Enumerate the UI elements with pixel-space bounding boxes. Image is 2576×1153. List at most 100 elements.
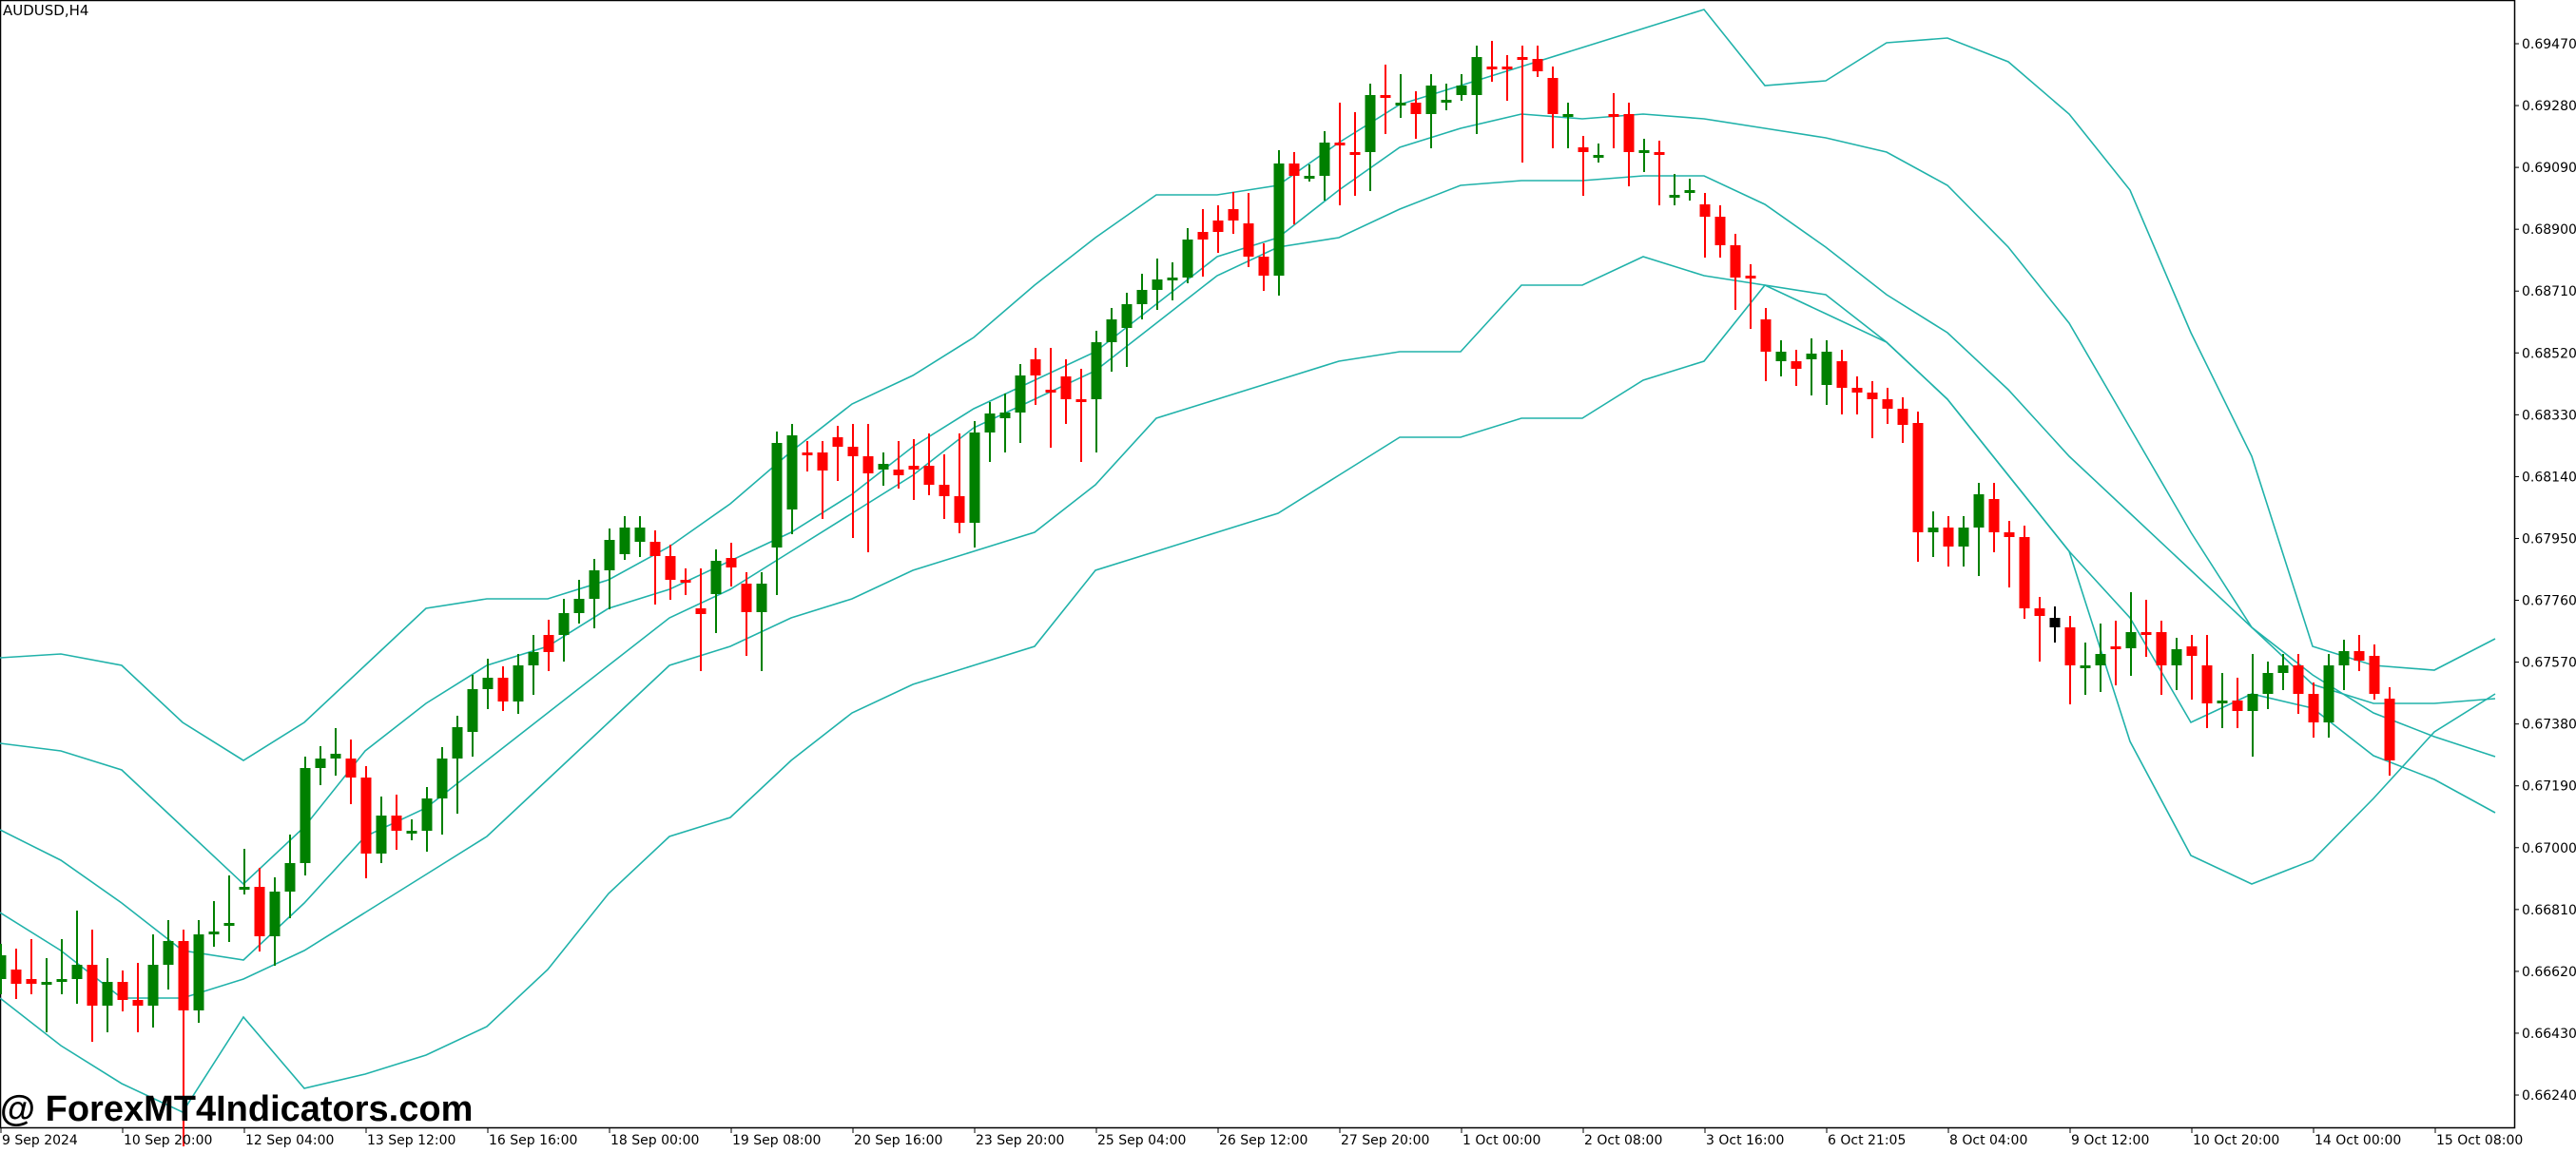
candle-body xyxy=(269,892,281,936)
candle-body xyxy=(1851,388,1863,393)
candle-body xyxy=(741,584,752,612)
candles xyxy=(0,41,2395,1146)
candle-body xyxy=(1882,399,1893,409)
time-tick-label: 6 Oct 21:05 xyxy=(1828,1133,1906,1148)
candle-body xyxy=(680,580,691,583)
candle-body xyxy=(1578,147,1589,152)
candle-body xyxy=(436,759,448,798)
candle-body xyxy=(2217,701,2228,703)
candle-body xyxy=(726,558,737,567)
candle-body xyxy=(482,678,494,689)
candle-body xyxy=(1380,95,1391,98)
time-tick-label: 2 Oct 08:00 xyxy=(1584,1133,1662,1148)
candle-body xyxy=(1775,352,1787,361)
candle-body xyxy=(619,528,630,554)
candle-body xyxy=(2140,632,2152,635)
candle-body xyxy=(1091,342,1102,399)
price-tick-label: 0.67190 xyxy=(2522,779,2576,795)
candle-body xyxy=(1334,143,1346,145)
candle-body xyxy=(1608,114,1619,117)
candle-body xyxy=(1471,57,1482,95)
candle-body xyxy=(710,561,722,594)
time-tick-label: 23 Sep 20:00 xyxy=(976,1133,1064,1148)
candle-body xyxy=(1106,319,1117,342)
candle-body xyxy=(1684,190,1695,193)
time-tick-label: 3 Oct 16:00 xyxy=(1706,1133,1784,1148)
candle-body xyxy=(1730,245,1741,278)
candle-body xyxy=(406,831,417,834)
candle-body xyxy=(1562,114,1574,117)
price-tick-label: 0.67760 xyxy=(2522,594,2576,609)
candle-body xyxy=(1532,59,1543,71)
candle-body xyxy=(1927,528,1939,532)
candle-body xyxy=(497,678,509,701)
candle-body xyxy=(908,466,920,470)
candle-body xyxy=(10,970,22,984)
symbol-timeframe-label: AUDUSD,H4 xyxy=(3,2,89,19)
candle-body xyxy=(1121,304,1133,328)
price-tick-label: 0.67950 xyxy=(2522,531,2576,547)
candle-body xyxy=(391,816,402,831)
candle-body xyxy=(2125,632,2137,648)
candle-body xyxy=(1714,217,1726,245)
candle-body xyxy=(421,798,433,831)
candle-body xyxy=(1288,163,1300,176)
candle-body xyxy=(1517,57,1528,60)
candle-body xyxy=(1654,152,1665,155)
candle-body xyxy=(1197,232,1209,240)
plot-frame xyxy=(0,0,2516,1129)
price-tick-label: 0.67380 xyxy=(2522,718,2576,733)
time-tick-label: 12 Sep 04:00 xyxy=(245,1133,334,1148)
candle-body xyxy=(1441,100,1452,103)
candle-body xyxy=(1760,319,1772,352)
candle-body xyxy=(2156,632,2167,665)
price-tick-label: 0.68330 xyxy=(2522,408,2576,423)
candle-body xyxy=(1365,95,1376,152)
candle-body xyxy=(132,1000,144,1006)
candle-body xyxy=(2277,665,2289,673)
candle-body xyxy=(695,608,707,614)
candle-body xyxy=(2232,701,2243,711)
time-tick-label: 18 Sep 00:00 xyxy=(610,1133,699,1148)
time-tick-label: 14 Oct 00:00 xyxy=(2315,1133,2401,1148)
candle-body xyxy=(2049,618,2061,627)
candle-body xyxy=(2080,665,2091,668)
candle-body xyxy=(0,955,7,979)
candle-body xyxy=(102,982,113,1006)
candle-body xyxy=(847,447,859,456)
candle-body xyxy=(178,941,189,1010)
price-tick-label: 0.69090 xyxy=(2522,161,2576,176)
band-line-middle xyxy=(0,175,2496,961)
candle-body xyxy=(1547,78,1559,114)
candle-body xyxy=(2110,646,2121,649)
candle-body xyxy=(2186,646,2198,656)
candle-body xyxy=(1791,361,1802,369)
candle-body xyxy=(223,923,235,926)
time-tick-label: 9 Sep 2024 xyxy=(2,1133,78,1148)
candle-body xyxy=(786,435,798,509)
candle-body xyxy=(1060,376,1072,399)
candle-body xyxy=(1593,155,1604,158)
price-tick-label: 0.67000 xyxy=(2522,841,2576,856)
candle-body xyxy=(2308,694,2319,722)
candle-body xyxy=(1623,114,1635,152)
time-tick-label: 27 Sep 20:00 xyxy=(1341,1133,1429,1148)
candle-body xyxy=(1425,86,1437,114)
candle-body xyxy=(2004,532,2015,537)
time-tick-label: 16 Sep 16:00 xyxy=(489,1133,577,1148)
candle-body xyxy=(1395,103,1406,106)
candle-body xyxy=(802,452,813,455)
band-line-upper2 xyxy=(0,9,2496,761)
candle-body xyxy=(1258,257,1269,276)
candle-body xyxy=(360,778,372,854)
candle-body xyxy=(1501,67,1513,69)
candle-body xyxy=(1821,352,1832,385)
candle-body xyxy=(2369,656,2380,694)
candle-body xyxy=(543,635,554,652)
candle-body xyxy=(589,570,600,599)
candle-body xyxy=(1806,354,1817,359)
candle-body xyxy=(452,727,463,759)
candle-body xyxy=(2384,699,2395,760)
